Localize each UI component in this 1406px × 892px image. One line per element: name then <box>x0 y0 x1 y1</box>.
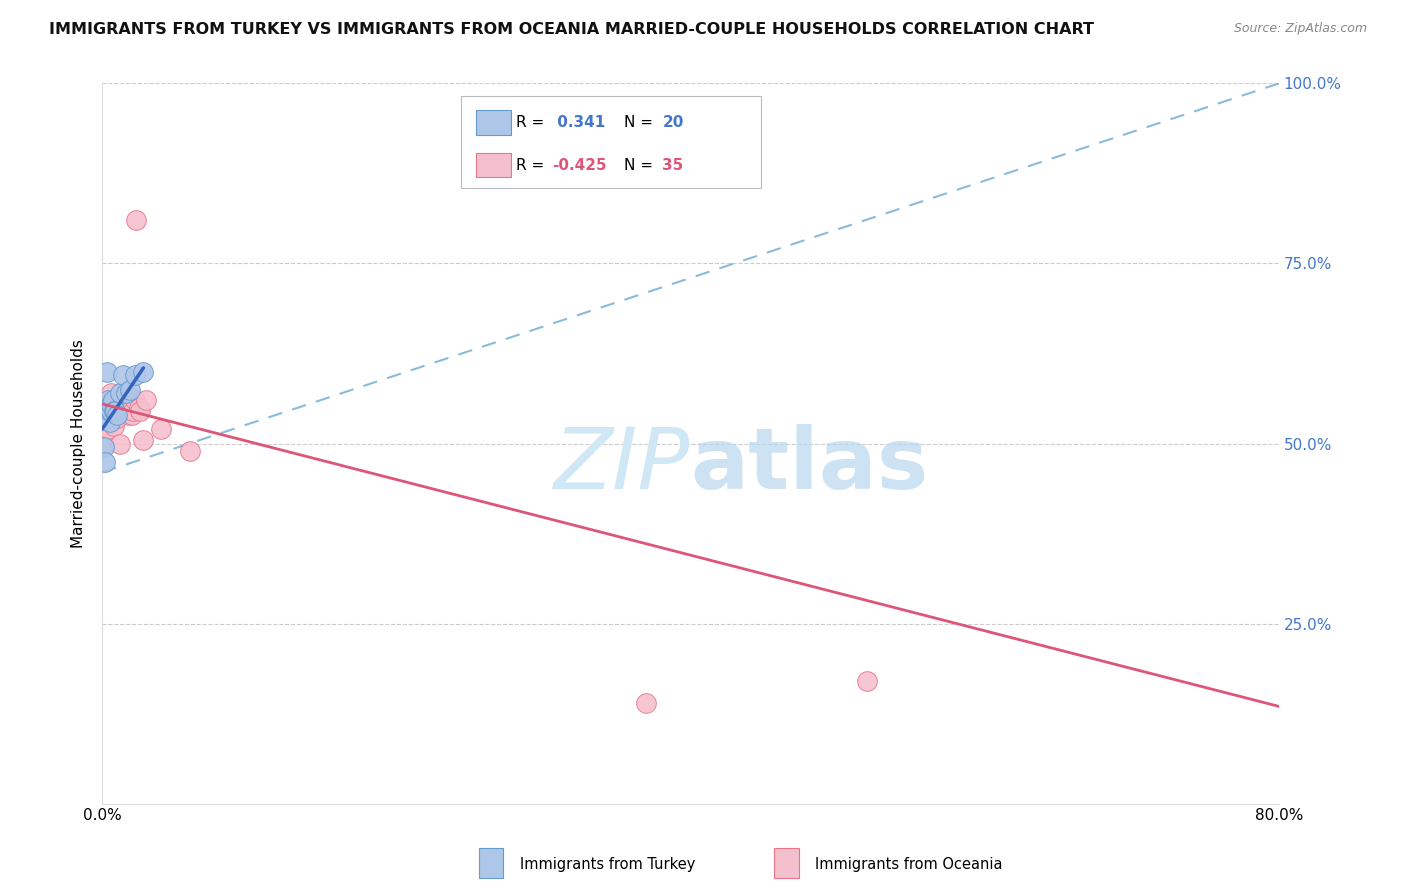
Point <box>121 408 143 422</box>
Point <box>103 404 125 418</box>
Point <box>114 386 136 401</box>
Point <box>128 401 150 415</box>
Text: Immigrants from Oceania: Immigrants from Oceania <box>815 857 1002 872</box>
Text: IMMIGRANTS FROM TURKEY VS IMMIGRANTS FROM OCEANIA MARRIED-COUPLE HOUSEHOLDS CORR: IMMIGRANTS FROM TURKEY VS IMMIGRANTS FRO… <box>49 22 1094 37</box>
Point <box>118 408 141 422</box>
Text: N =: N = <box>624 158 658 173</box>
Point <box>96 397 118 411</box>
Point <box>94 411 117 425</box>
Point <box>636 696 658 710</box>
Point <box>132 364 155 378</box>
Point <box>101 404 124 418</box>
FancyBboxPatch shape <box>477 111 512 135</box>
Point <box>97 404 120 418</box>
Text: R =: R = <box>516 158 548 173</box>
Point <box>124 393 146 408</box>
Point <box>97 404 120 418</box>
Point <box>100 386 122 401</box>
Point <box>105 411 128 425</box>
Point <box>104 401 127 415</box>
Point <box>96 411 118 425</box>
Point <box>132 433 155 447</box>
Text: R =: R = <box>516 115 548 130</box>
Point <box>124 368 146 383</box>
Point <box>96 364 118 378</box>
Point <box>114 393 136 408</box>
Point <box>856 674 879 689</box>
Point <box>115 390 138 404</box>
Text: 35: 35 <box>662 158 683 173</box>
Point <box>104 404 127 418</box>
Point <box>101 393 124 408</box>
Point <box>122 404 145 418</box>
Point <box>93 440 115 454</box>
Point <box>108 386 131 401</box>
Y-axis label: Married-couple Households: Married-couple Households <box>72 339 86 548</box>
Text: N =: N = <box>624 115 658 130</box>
Point <box>129 404 152 418</box>
Point <box>107 397 129 411</box>
Point <box>112 390 135 404</box>
Point <box>103 418 125 433</box>
Text: ZIP: ZIP <box>554 424 690 507</box>
Point <box>96 415 118 429</box>
Point <box>179 443 201 458</box>
Point <box>125 213 148 227</box>
Text: 20: 20 <box>662 115 683 130</box>
Point <box>150 422 173 436</box>
Point <box>105 408 128 422</box>
Point <box>97 393 120 408</box>
Point <box>110 401 132 415</box>
Point <box>100 404 122 418</box>
Point <box>120 404 142 418</box>
Point <box>108 436 131 450</box>
Point <box>98 404 121 418</box>
Text: Source: ZipAtlas.com: Source: ZipAtlas.com <box>1233 22 1367 36</box>
Point <box>93 436 115 450</box>
Text: 0.341: 0.341 <box>551 115 605 130</box>
Text: -0.425: -0.425 <box>551 158 606 173</box>
Point <box>120 383 142 397</box>
Point <box>100 397 122 411</box>
Point <box>111 390 134 404</box>
Text: Immigrants from Turkey: Immigrants from Turkey <box>520 857 696 872</box>
Point <box>94 454 117 468</box>
Point <box>135 393 157 408</box>
Point <box>100 404 122 418</box>
Point <box>111 368 134 383</box>
Point <box>98 404 121 418</box>
FancyBboxPatch shape <box>477 153 512 177</box>
Point <box>98 415 121 429</box>
Text: atlas: atlas <box>690 424 929 507</box>
FancyBboxPatch shape <box>461 96 761 188</box>
Point <box>98 397 121 411</box>
Point <box>97 422 120 436</box>
